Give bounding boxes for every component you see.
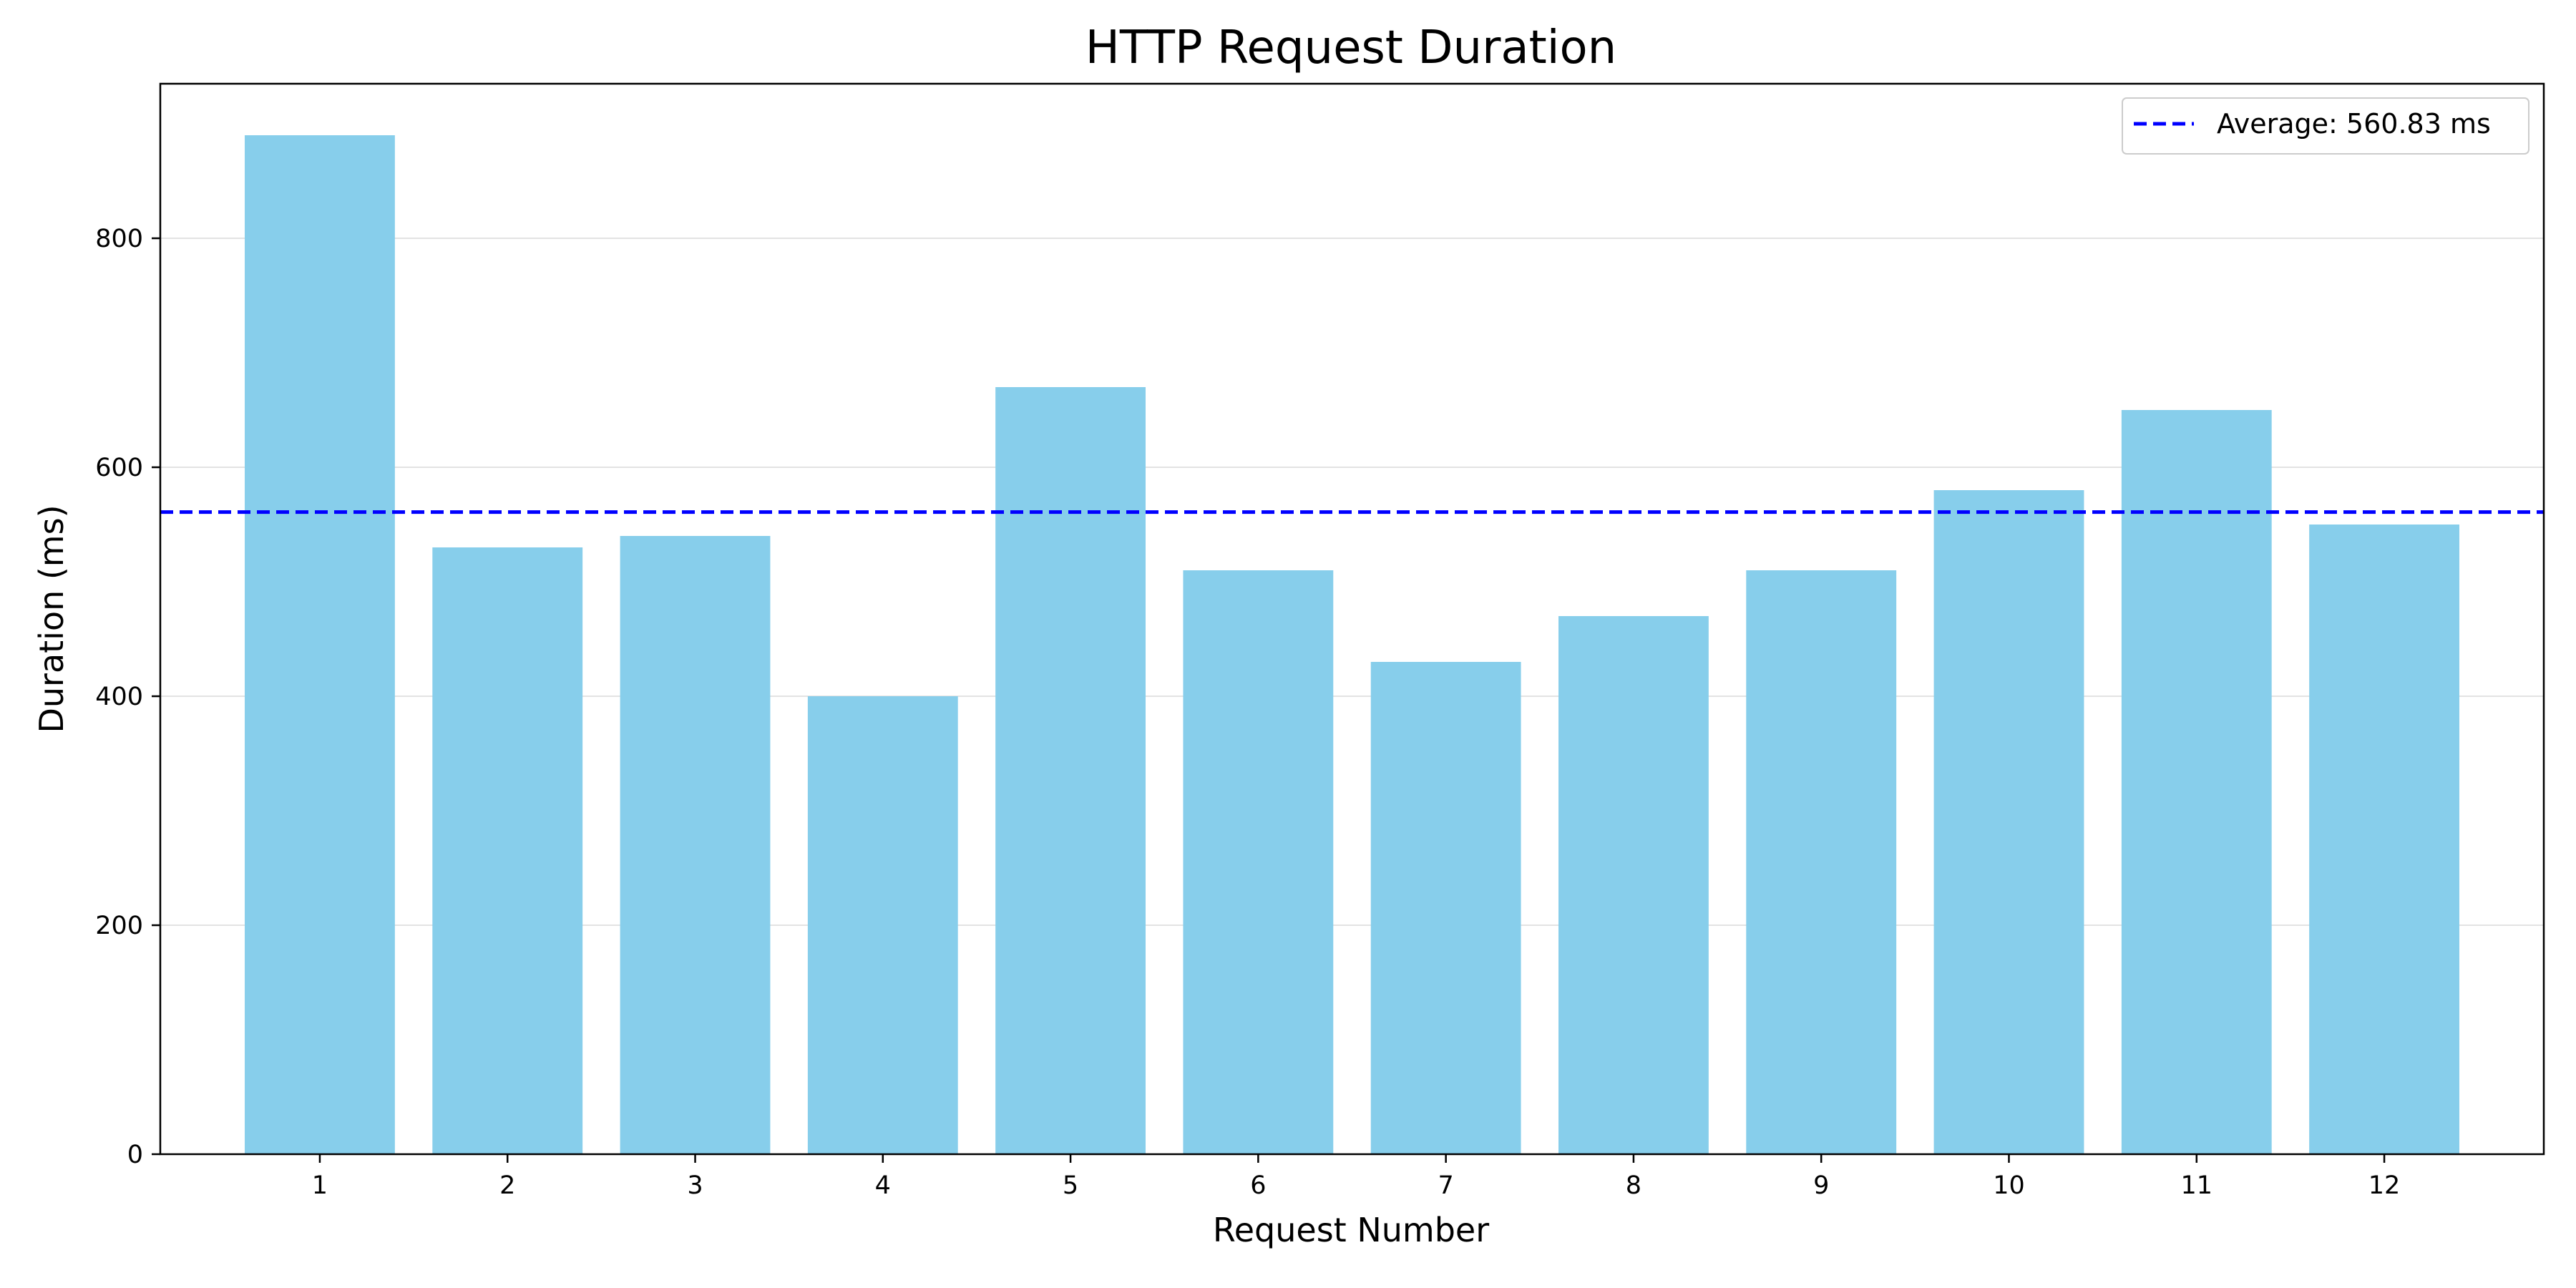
bar-request-12 — [2309, 525, 2459, 1154]
x-axis-title: Request Number — [1213, 1211, 1489, 1249]
x-tick-label-11: 11 — [2181, 1171, 2213, 1200]
x-tick-label-3: 3 — [687, 1171, 703, 1200]
bar-request-1 — [245, 135, 395, 1154]
x-tick-label-1: 1 — [312, 1171, 328, 1200]
y-tick-label-600: 600 — [95, 454, 143, 482]
bar-request-5 — [995, 387, 1146, 1154]
bar-request-11 — [2121, 410, 2272, 1154]
x-tick-label-2: 2 — [499, 1171, 515, 1200]
y-tick-label-400: 400 — [95, 683, 143, 711]
x-tick-label-9: 9 — [1813, 1171, 1829, 1200]
x-axis-ticks: 1 2 3 4 5 6 7 8 9 10 11 12 — [312, 1154, 2401, 1200]
x-tick-label-12: 12 — [2368, 1171, 2401, 1200]
bar-request-2 — [432, 547, 583, 1154]
x-tick-label-7: 7 — [1438, 1171, 1454, 1200]
bar-request-3 — [620, 536, 771, 1154]
y-tick-label-0: 0 — [127, 1141, 143, 1169]
y-axis-ticks: 0 200 400 600 800 — [95, 225, 160, 1169]
bar-request-7 — [1370, 662, 1521, 1154]
legend-box — [2122, 97, 2529, 155]
bar-request-10 — [1933, 490, 2084, 1154]
legend-label-average: Average: 560.83 ms — [2217, 108, 2491, 140]
y-axis-title: Duration (ms) — [32, 504, 71, 733]
y-tick-label-200: 200 — [95, 912, 143, 940]
y-tick-label-800: 800 — [95, 225, 143, 253]
bar-request-8 — [1558, 616, 1709, 1154]
chart-title: HTTP Request Duration — [1085, 21, 1616, 74]
x-tick-label-8: 8 — [1626, 1171, 1641, 1200]
plot-frame — [159, 82, 2545, 1156]
bar-request-9 — [1746, 570, 1897, 1154]
x-tick-label-4: 4 — [875, 1171, 891, 1200]
x-tick-label-10: 10 — [1993, 1171, 2025, 1200]
bar-request-6 — [1183, 570, 1334, 1154]
bars-layer — [245, 135, 2459, 1154]
bar-request-4 — [807, 696, 958, 1154]
legend: Average: 560.83 ms — [2122, 97, 2529, 155]
x-tick-label-5: 5 — [1063, 1171, 1078, 1200]
x-tick-label-6: 6 — [1250, 1171, 1266, 1200]
